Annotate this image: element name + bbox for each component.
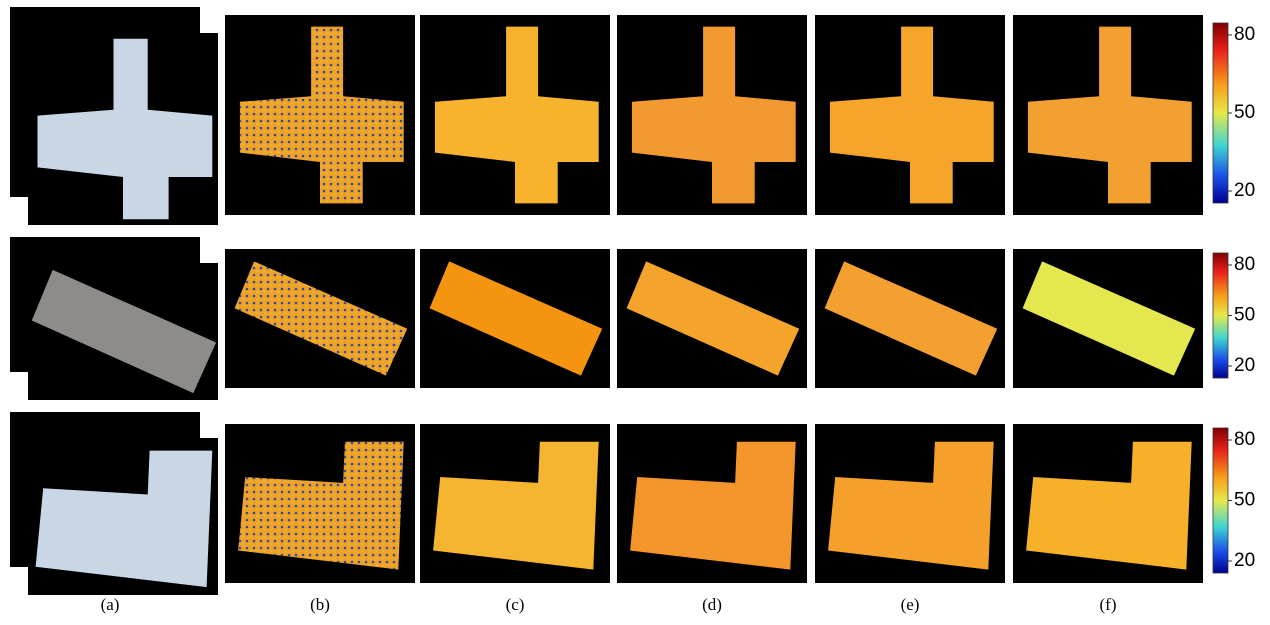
colorbar-label: 80 — [1234, 254, 1255, 275]
colorbar-label: 80 — [1234, 24, 1255, 45]
column-label: (c) — [506, 595, 525, 614]
figure: 80 50 20 80 50 20 80 50 20 (a) (b) (c) (d) (e) (f) — [0, 0, 1270, 620]
column-label: (a) — [101, 595, 120, 614]
column-label: (e) — [901, 595, 920, 614]
colorbar-label: 20 — [1234, 355, 1255, 376]
column-label: (d) — [702, 595, 722, 614]
colorbar-label: 20 — [1234, 180, 1255, 201]
colorbar — [1213, 428, 1228, 573]
column-label: (f) — [1100, 595, 1117, 614]
colorbar-label: 80 — [1234, 429, 1255, 450]
colorbar — [1213, 23, 1228, 203]
colorbar-label: 50 — [1234, 490, 1255, 511]
colorbar-label: 20 — [1234, 550, 1255, 571]
colorbar-label: 50 — [1234, 305, 1255, 326]
column-label: (b) — [310, 595, 330, 614]
colorbar-label: 50 — [1234, 102, 1255, 123]
colorbar — [1213, 253, 1228, 378]
